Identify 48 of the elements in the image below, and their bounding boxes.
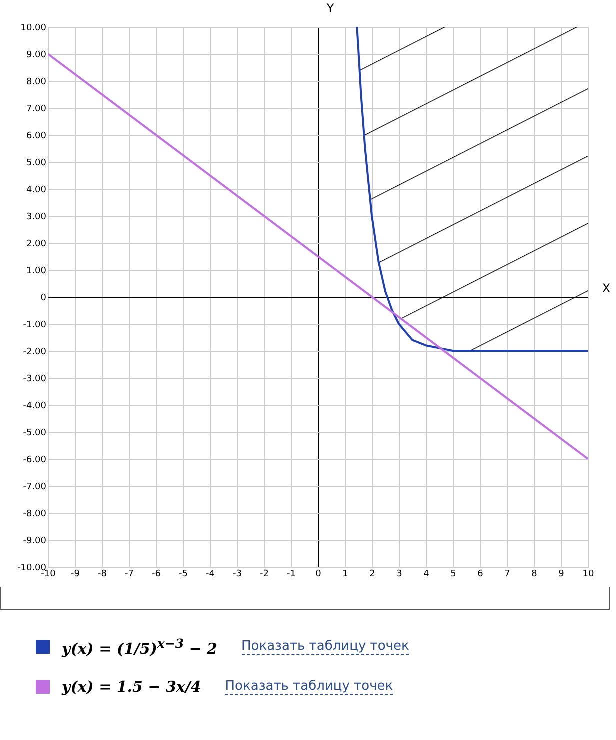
y-tick-label: -5.00 (23, 428, 47, 438)
x-tick-label: -5 (179, 570, 188, 580)
y-tick-label: 2.00 (26, 240, 47, 250)
y-tick-label: 4.00 (26, 186, 47, 196)
x-tick-label: 2 (370, 570, 376, 580)
y-tick-label: 10.00 (20, 24, 47, 34)
x-tick-label: 3 (396, 570, 402, 580)
x-tick-label: 10 (582, 570, 594, 580)
x-tick-label: 0 (316, 570, 322, 580)
x-tick-label: -8 (98, 570, 108, 580)
y-tick-label: -8.00 (23, 510, 47, 520)
x-tick-label: 7 (504, 570, 510, 580)
y-tick-label: -4.00 (23, 402, 47, 412)
y-tick-label: 7.00 (26, 104, 47, 114)
x-axis-title: X (602, 282, 611, 296)
x-tick-label: -7 (125, 570, 134, 580)
y-tick-label: -7.00 (23, 482, 47, 492)
x-tick-label: 1 (342, 570, 348, 580)
x-tick-label: -4 (206, 570, 216, 580)
y-tick-label: -6.00 (23, 456, 47, 466)
x-tick-label: -1 (287, 570, 296, 580)
text: Показать таблицу точек (225, 679, 394, 695)
x-tick-label: -6 (152, 570, 162, 580)
x-tick-label: 8 (532, 570, 538, 580)
y-tick-label: 9.00 (26, 50, 47, 60)
x-tick-label: -10 (41, 570, 56, 580)
y-tick-label: 8.00 (26, 78, 47, 88)
y-tick-label: 1.00 (26, 266, 47, 276)
x-tick-label: 9 (558, 570, 565, 580)
y-tick-label: -9.00 (23, 536, 47, 546)
y-tick-label: -3.00 (23, 374, 47, 384)
x-tick-label: 6 (478, 570, 484, 580)
legend-label: y(x) = (1/5)$^{x−3}$ − 2 (62, 636, 218, 658)
y-tick-label: 6.00 (26, 132, 47, 142)
x-tick-label: 5 (450, 570, 456, 580)
y-tick-label: -1.00 (23, 320, 47, 330)
x-tick-label: -3 (233, 570, 242, 580)
x-tick-label: -9 (71, 570, 80, 580)
y-tick-label: 0 (40, 294, 47, 304)
legend-label: y(x) = 1.5 − 3x/4 (62, 678, 202, 696)
y-tick-label: -2.00 (23, 348, 47, 358)
y-axis-title: Y (326, 2, 335, 16)
x-tick-label: 4 (424, 570, 430, 580)
line-series (356, 27, 588, 352)
y-tick-label: 3.00 (26, 212, 47, 222)
x-tick-label: -2 (260, 570, 269, 580)
y-tick-label: 5.00 (26, 158, 47, 168)
text: Показать таблицу точек (242, 639, 410, 655)
